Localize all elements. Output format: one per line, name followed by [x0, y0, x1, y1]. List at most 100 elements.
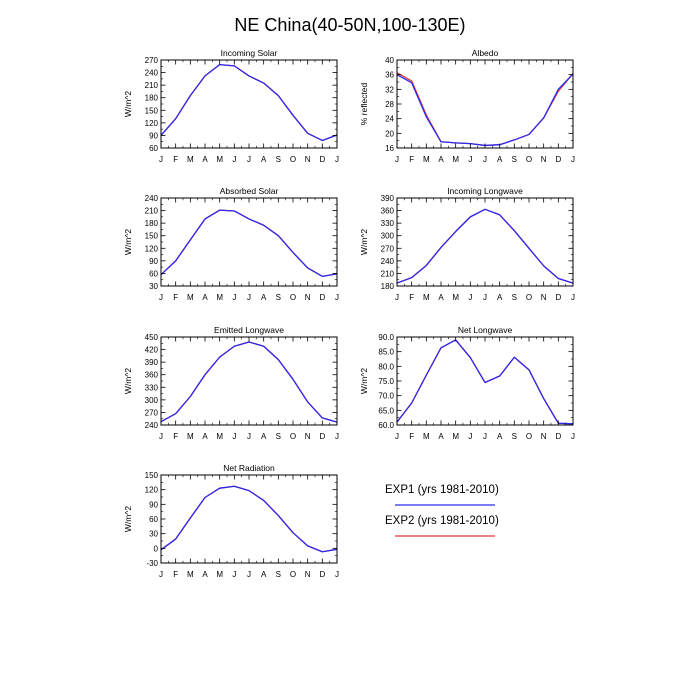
x-tick-label: M [216, 432, 223, 441]
y-tick-label: 75.0 [378, 377, 394, 386]
y-tick-label: 24 [385, 115, 394, 124]
x-tick-label: D [555, 293, 561, 302]
x-tick-label: J [571, 155, 575, 164]
series-line-exp2 [160, 485, 338, 553]
x-tick-label: J [395, 155, 399, 164]
legend-item-exp2: EXP2 (yrs 1981-2010) [385, 515, 499, 537]
x-tick-label: M [187, 155, 194, 164]
y-tick-label: 390 [381, 194, 395, 203]
series-line-exp1 [396, 73, 574, 147]
x-tick-label: D [555, 155, 561, 164]
y-tick-label: 90 [149, 500, 158, 509]
x-tick-label: J [335, 432, 339, 441]
y-tick-label: 270 [381, 244, 395, 253]
x-tick-label: A [261, 155, 267, 164]
y-axis-label: % reflected [359, 82, 369, 125]
x-tick-label: O [290, 155, 296, 164]
y-tick-label: 180 [145, 94, 159, 103]
y-tick-label: 330 [381, 219, 395, 228]
y-tick-label: 150 [145, 232, 159, 241]
x-tick-label: O [290, 570, 296, 579]
y-tick-label: 210 [381, 269, 395, 278]
panel-title: Emitted Longwave [214, 325, 284, 335]
y-tick-label: 32 [385, 85, 394, 94]
x-tick-label: D [319, 293, 325, 302]
x-tick-label: D [319, 570, 325, 579]
panel-title: Absorbed Solar [220, 186, 279, 196]
plot-frame [396, 197, 574, 287]
legend-label: EXP1 (yrs 1981-2010) [385, 484, 499, 496]
x-tick-label: J [483, 293, 487, 302]
series-line-exp1 [396, 339, 574, 425]
y-axis-label: W/m^2 [123, 368, 133, 394]
y-axis-label: W/m^2 [123, 91, 133, 117]
x-tick-label: S [276, 432, 281, 441]
series-line-exp2 [396, 208, 574, 284]
x-tick-label: J [483, 432, 487, 441]
y-tick-label: 330 [145, 383, 159, 392]
x-tick-label: M [216, 155, 223, 164]
x-tick-label: D [555, 432, 561, 441]
x-tick-label: A [438, 293, 444, 302]
x-tick-label: J [247, 570, 251, 579]
legend-item-exp1: EXP1 (yrs 1981-2010) [385, 484, 499, 506]
x-tick-label: J [571, 293, 575, 302]
x-tick-label: A [438, 155, 444, 164]
y-tick-label: 270 [145, 408, 159, 417]
y-tick-label: 16 [385, 144, 394, 153]
y-tick-label: 60.0 [378, 421, 394, 430]
x-tick-label: M [423, 293, 430, 302]
x-tick-label: M [187, 293, 194, 302]
x-tick-label: J [159, 155, 163, 164]
x-tick-label: J [395, 432, 399, 441]
y-tick-label: 180 [381, 282, 395, 291]
x-tick-label: J [335, 570, 339, 579]
x-tick-label: M [187, 432, 194, 441]
x-tick-label: M [452, 432, 459, 441]
y-tick-label: 240 [145, 421, 159, 430]
x-tick-label: J [335, 293, 339, 302]
x-tick-label: F [409, 293, 414, 302]
x-tick-label: A [261, 293, 267, 302]
y-tick-label: 90 [149, 131, 158, 140]
panel-title: Incoming Solar [221, 48, 278, 58]
x-tick-label: A [261, 570, 267, 579]
y-tick-label: 150 [145, 471, 159, 480]
y-tick-label: 420 [145, 346, 159, 355]
series-line-exp1 [160, 341, 338, 423]
series-line-exp1 [160, 485, 338, 553]
panel-title: Albedo [472, 48, 499, 58]
x-tick-label: F [173, 432, 178, 441]
x-tick-label: S [512, 293, 517, 302]
x-tick-label: S [512, 155, 517, 164]
x-tick-label: J [159, 432, 163, 441]
y-tick-label: 210 [145, 81, 159, 90]
y-tick-label: 180 [145, 219, 159, 228]
y-tick-label: 90 [149, 257, 158, 266]
x-tick-label: A [261, 432, 267, 441]
panel-title: Net Longwave [458, 325, 513, 335]
x-tick-label: A [438, 432, 444, 441]
x-tick-label: O [526, 432, 532, 441]
x-tick-label: F [409, 155, 414, 164]
x-tick-label: O [526, 155, 532, 164]
y-tick-label: 70.0 [378, 392, 394, 401]
y-axis-label: W/m^2 [359, 229, 369, 255]
x-tick-label: S [276, 155, 281, 164]
y-tick-label: 120 [145, 486, 159, 495]
y-tick-label: 120 [145, 119, 159, 128]
y-tick-label: 120 [145, 244, 159, 253]
x-tick-label: F [409, 432, 414, 441]
x-tick-label: J [232, 432, 236, 441]
x-tick-label: A [202, 432, 208, 441]
x-tick-label: J [335, 155, 339, 164]
x-tick-label: J [232, 293, 236, 302]
x-tick-label: S [512, 432, 517, 441]
y-tick-label: 30 [149, 282, 158, 291]
x-tick-label: M [452, 155, 459, 164]
x-tick-label: A [497, 432, 503, 441]
